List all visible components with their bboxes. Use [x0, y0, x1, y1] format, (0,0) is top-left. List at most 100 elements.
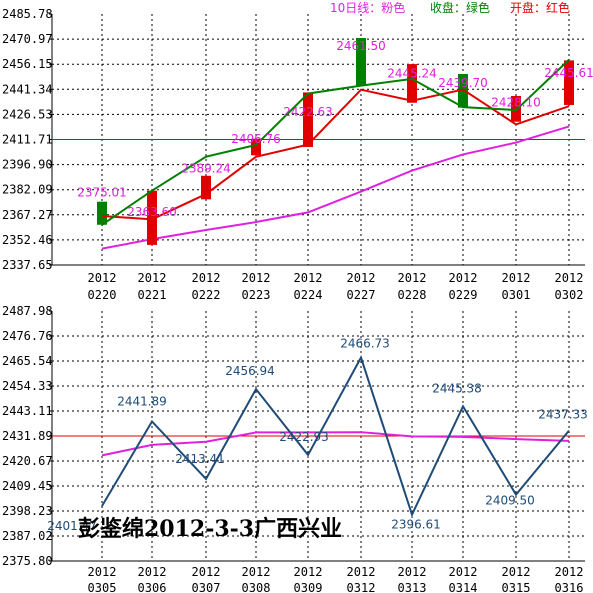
data-label: 2439.70: [438, 76, 488, 90]
panel1-date-year-label: 2012: [192, 271, 221, 285]
panel1-date-year-label: 2012: [398, 271, 427, 285]
panel2-y-tick-label: 2487.98: [2, 304, 53, 318]
panel1-date-year-label: 2012: [294, 271, 323, 285]
candle-bar: [201, 175, 211, 200]
panel2-date-day-label: 0307: [192, 581, 221, 593]
panel1-date-day-label: 0221: [138, 288, 167, 302]
legend-close: 收盘：绿色: [430, 0, 490, 15]
data-label: 2422.63: [283, 105, 333, 119]
data-label-lower: 2401.47: [47, 519, 97, 533]
panel1-date-year-label: 2012: [449, 271, 478, 285]
panel2-y-tick-label: 2387.02: [2, 529, 53, 543]
panel2-date-year-label: 2012: [192, 565, 221, 579]
panel2-y-tick-label: 2375.80: [2, 554, 53, 568]
data-label: 2461.50: [336, 39, 386, 53]
panel1-date-year-label: 2012: [138, 271, 167, 285]
panel2-y-tick-label: 2454.33: [2, 379, 53, 393]
price-line-lower: [101, 355, 570, 518]
panel1-y-tick-label: 2396.90: [2, 158, 53, 172]
data-label: 2375.01: [77, 186, 127, 200]
panel2-y-tick-label: 2443.11: [2, 404, 53, 418]
close-line: [101, 58, 570, 226]
panel1-y-tick-label: 2441.34: [2, 82, 53, 96]
data-label: 2363.60: [127, 205, 177, 219]
panel1-date-day-label: 0302: [555, 288, 584, 302]
panel1-y-tick-label: 2367.27: [2, 208, 53, 222]
panel1-y-tick-label: 2411.71: [2, 133, 53, 147]
candle-bar: [303, 92, 313, 147]
panel1-date-day-label: 0301: [502, 288, 531, 302]
legend-open: 开盘：红色: [510, 0, 570, 15]
data-label-lower: 2409.50: [485, 494, 535, 508]
candle-bar: [147, 190, 157, 245]
panel1-date-year-label: 2012: [555, 271, 584, 285]
data-label: 2445.24: [387, 67, 437, 81]
panel2-y-tick-label: 2398.23: [2, 504, 53, 518]
panel1-date-day-label: 0223: [242, 288, 271, 302]
candle-bar: [356, 38, 366, 86]
panel1-y-tick-label: 2470.97: [2, 32, 53, 46]
panel2-date-year-label: 2012: [449, 565, 478, 579]
panel1-date-year-label: 2012: [502, 271, 531, 285]
panel2-date-year-label: 2012: [398, 565, 427, 579]
data-label-lower: 2441.89: [117, 394, 167, 408]
panel2-date-year-label: 2012: [502, 565, 531, 579]
panel2-date-year-label: 2012: [555, 565, 584, 579]
candle-bar: [251, 138, 261, 156]
panel1-date-year-label: 2012: [88, 271, 117, 285]
panel2-date-day-label: 0315: [502, 581, 531, 593]
data-label-lower: 2413.41: [175, 452, 225, 466]
panel2-date-day-label: 0313: [398, 581, 427, 593]
watermark-text: 彭鉴绵2012-3-3广西兴业: [78, 516, 342, 542]
panel1-date-day-label: 0224: [294, 288, 323, 302]
panel1-date-year-label: 2012: [347, 271, 376, 285]
data-label-lower: 2437.33: [538, 408, 588, 422]
panel2-date-year-label: 2012: [88, 565, 117, 579]
panel1-y-tick-label: 2352.46: [2, 233, 53, 247]
candle-bar: [458, 73, 468, 108]
panel1-date-day-label: 0229: [449, 288, 478, 302]
panel2-date-year-label: 2012: [294, 565, 323, 579]
data-label: 2428.10: [491, 96, 541, 110]
panel1-y-tick-label: 2426.53: [2, 107, 53, 121]
panel2-date-day-label: 0306: [138, 581, 167, 593]
data-label: 2445.61: [544, 66, 593, 80]
ma10-line-lower: [101, 431, 570, 457]
data-label-lower: 2422.93: [279, 430, 329, 444]
panel2-date-year-label: 2012: [242, 565, 271, 579]
panel1-date-day-label: 0228: [398, 288, 427, 302]
panel2-date-year-label: 2012: [138, 565, 167, 579]
panel2-date-day-label: 0316: [555, 581, 584, 593]
panel1-y-tick-label: 2456.15: [2, 57, 53, 71]
ma10-line: [101, 125, 570, 250]
data-label: 2406.76: [231, 132, 281, 146]
candle-bar: [564, 60, 574, 105]
data-label-lower: 2466.73: [340, 337, 390, 351]
panel1-date-year-label: 2012: [242, 271, 271, 285]
panel2-date-day-label: 0309: [294, 581, 323, 593]
panel2-date-day-label: 0312: [347, 581, 376, 593]
candle-bar: [97, 201, 107, 225]
open-line: [101, 88, 570, 221]
panel1-y-tick-label: 2485.78: [2, 7, 53, 21]
panel1-y-tick-label: 2382.09: [2, 183, 53, 197]
panel2-date-year-label: 2012: [347, 565, 376, 579]
panel2-date-day-label: 0308: [242, 581, 271, 593]
panel1-date-day-label: 0220: [88, 288, 117, 302]
candle-bar: [407, 64, 417, 103]
legend-ma10: 10日线：粉色: [330, 1, 405, 15]
panel2-y-tick-label: 2431.89: [2, 429, 53, 443]
data-label-lower: 2456.94: [225, 364, 275, 378]
panel2-y-tick-label: 2420.67: [2, 454, 53, 468]
panel1-date-day-label: 0227: [347, 288, 376, 302]
panel1-y-tick-label: 2337.65: [2, 258, 53, 272]
panel1-date-day-label: 0222: [192, 288, 221, 302]
panel2-date-day-label: 0314: [449, 581, 478, 593]
data-label-lower: 2396.61: [391, 518, 441, 532]
panel2-y-tick-label: 2465.54: [2, 354, 53, 368]
panel2-y-tick-label: 2476.76: [2, 329, 53, 343]
panel2-y-tick-label: 2409.45: [2, 479, 53, 493]
panel2-date-day-label: 0305: [88, 581, 117, 593]
